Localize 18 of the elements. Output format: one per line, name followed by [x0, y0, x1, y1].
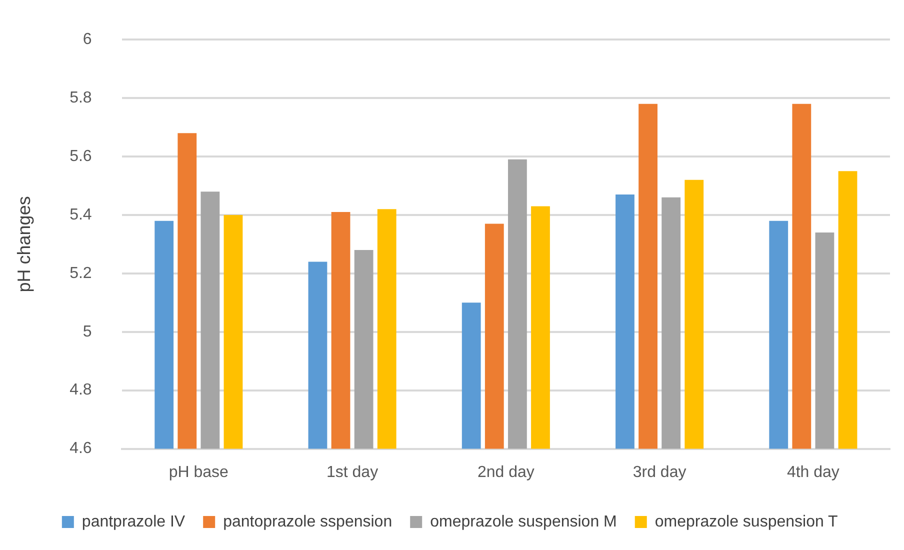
legend-label: omeprazole suspension M [430, 513, 617, 530]
y-tick-label: 5.2 [70, 264, 92, 282]
x-tick-label: pH base [168, 464, 229, 481]
y-tick-label: 5 [82, 323, 92, 340]
y-tick-label: 5.4 [70, 206, 92, 224]
x-tick-label: 3rd day [632, 464, 686, 481]
y-axis-title: pH changes [14, 196, 34, 292]
x-tick-label: 2nd day [477, 464, 534, 481]
legend-label: pantoprazole sspension [223, 513, 392, 530]
legend-label: omeprazole suspension T [654, 513, 838, 530]
y-tick-label: 6 [82, 31, 92, 48]
legend-label: pantprazole IV [82, 513, 186, 530]
y-tick-label: 5.8 [70, 89, 92, 106]
y-tick-label: 5.6 [70, 148, 92, 165]
x-tick-label: 1st day [326, 464, 378, 481]
y-tick-label: 4.6 [70, 440, 92, 458]
y-tick-label: 4.8 [70, 382, 92, 399]
x-tick-label: 4th day [786, 464, 840, 481]
